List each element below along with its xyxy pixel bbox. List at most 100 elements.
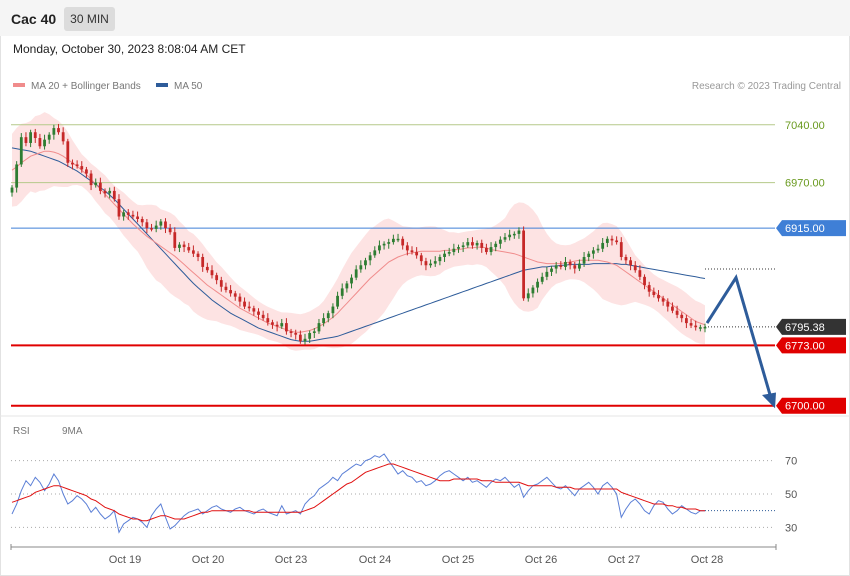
candle-body [238, 296, 242, 302]
candle-body [564, 261, 567, 267]
candle-body [94, 182, 98, 186]
candle-body [224, 286, 228, 291]
candle-body [317, 323, 321, 332]
candle-body [122, 212, 126, 217]
candle-body [89, 173, 93, 186]
candle-body [85, 169, 88, 174]
candle-body [178, 244, 181, 248]
candle-body [429, 263, 432, 266]
ma50-swatch [156, 83, 168, 88]
candle-body [638, 270, 642, 277]
candle-body [340, 288, 344, 296]
level-label-7040.00: 7040.00 [785, 120, 825, 132]
x-tick-label: Oct 19 [109, 554, 141, 566]
candle-body [401, 238, 405, 246]
candle-body [43, 139, 46, 147]
candle-body [643, 276, 646, 286]
candle-body [210, 270, 214, 276]
legend-rsi: RSI [13, 426, 30, 437]
candle-body [494, 243, 498, 248]
candle-body [550, 268, 553, 272]
candle-body [685, 318, 688, 324]
candle-body [117, 199, 121, 217]
candle-body [275, 324, 279, 327]
candle-body [703, 326, 707, 329]
candle-body [326, 313, 330, 319]
candle-body [522, 230, 526, 299]
candle-body [675, 310, 679, 315]
candle-body [298, 334, 302, 342]
candle-body [108, 190, 112, 194]
candle-body [661, 298, 665, 302]
research-credit: Research © 2023 Trading Central [691, 81, 841, 92]
candle-body [410, 250, 414, 253]
candle-body [191, 250, 195, 254]
candle-body [261, 314, 265, 319]
candle-body [666, 301, 670, 307]
candle-body [71, 162, 74, 165]
candle-body [164, 221, 167, 229]
candle-body [415, 252, 419, 256]
rsi-tick-30: 30 [785, 522, 797, 534]
candle-body [387, 242, 391, 244]
candle-body [526, 293, 530, 299]
candle-body [150, 228, 153, 230]
candle-body [531, 287, 535, 294]
candle-body [126, 212, 130, 215]
candle-body [136, 216, 139, 219]
x-tick-label: Oct 27 [608, 554, 640, 566]
candle-body [257, 311, 260, 315]
candle-body [33, 132, 37, 139]
candle-body [633, 265, 637, 271]
candle-body [215, 275, 219, 281]
candle-body [52, 128, 56, 135]
candle-body [540, 276, 544, 282]
candle-body [201, 257, 205, 267]
candle-body [512, 233, 516, 236]
candle-body [243, 301, 246, 307]
candle-body [57, 128, 60, 133]
candle-body [619, 242, 623, 257]
candle-body [10, 187, 14, 193]
candle-body [396, 238, 400, 241]
candle-body [554, 265, 558, 269]
candle-body [508, 234, 512, 238]
x-tick-label: Oct 25 [442, 554, 474, 566]
candle-body [443, 253, 446, 257]
candle-body [98, 182, 102, 191]
candle-body [657, 295, 660, 299]
candle-body [694, 325, 698, 328]
candle-body [596, 248, 600, 251]
candle-body [629, 260, 632, 266]
candle-body [354, 269, 358, 278]
candle-body [591, 250, 595, 254]
candle-body [247, 306, 251, 309]
candle-body [75, 164, 79, 167]
candle-body [280, 323, 284, 327]
candle-body [303, 338, 307, 342]
candle-body [447, 252, 451, 254]
level-label-6915.00: 6915.00 [785, 223, 825, 235]
chart-datetime: Monday, October 30, 2023 8:08:04 AM CET [13, 42, 246, 56]
candle-body [489, 247, 493, 253]
legend-ma50: MA 50 [156, 81, 202, 92]
bollinger-bands [12, 112, 705, 351]
timeframe-badge[interactable]: 30 MIN [64, 7, 115, 31]
x-tick-label: Oct 28 [691, 554, 723, 566]
candle-body [405, 245, 409, 251]
candle-body [229, 290, 232, 294]
candle-body [536, 281, 539, 288]
candle-body [378, 245, 381, 251]
candle-body [391, 238, 395, 243]
candle-body [140, 218, 144, 223]
candle-body [182, 244, 186, 248]
candle-body [15, 164, 19, 188]
ma20-swatch [13, 83, 25, 88]
candle-body [331, 306, 335, 314]
candle-body [671, 306, 674, 311]
candle-body [336, 295, 339, 307]
candle-body [689, 323, 693, 326]
candle-body [233, 293, 237, 297]
candle-body [103, 190, 107, 194]
